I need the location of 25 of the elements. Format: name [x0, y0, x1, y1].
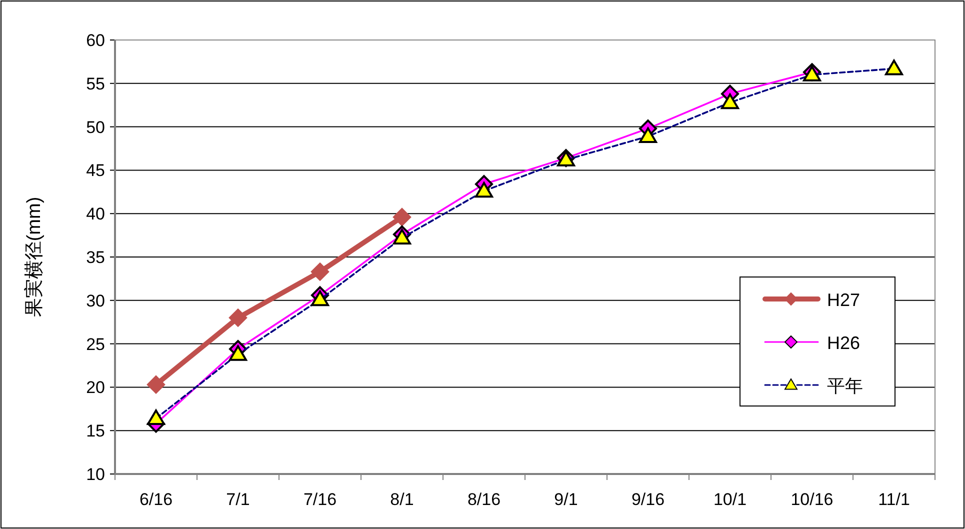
legend-label: 平年 — [827, 376, 863, 396]
y-tick-label: 40 — [86, 204, 105, 224]
legend-label: H26 — [827, 333, 860, 353]
x-tick-label: 8/16 — [467, 490, 501, 509]
y-tick-label: 15 — [86, 422, 105, 441]
y-tick-label: 25 — [86, 334, 105, 354]
x-tick-label: 10/1 — [713, 490, 747, 509]
x-tick-label: 7/1 — [226, 490, 250, 509]
x-tick-label: 9/1 — [554, 490, 578, 509]
y-tick-label: 10 — [86, 465, 105, 484]
x-tick-label: 8/1 — [390, 490, 414, 509]
y-tick-label: 20 — [86, 378, 105, 398]
y-axis-title: 果実横径(mm) — [23, 196, 45, 318]
x-tick-label: 9/16 — [631, 490, 665, 509]
y-tick-label: 55 — [86, 74, 105, 94]
x-tick-label: 6/16 — [139, 490, 173, 509]
x-tick-label: 11/1 — [878, 490, 910, 509]
y-tick-label: 30 — [86, 291, 105, 310]
y-tick-label: 45 — [86, 161, 105, 180]
legend-label: H27 — [827, 290, 860, 310]
y-tick-label: 35 — [86, 248, 105, 267]
x-tick-label: 7/16 — [303, 490, 337, 509]
y-tick-label: 60 — [86, 31, 105, 50]
y-tick-label: 50 — [86, 118, 105, 137]
x-tick-label: 10/16 — [790, 490, 834, 509]
